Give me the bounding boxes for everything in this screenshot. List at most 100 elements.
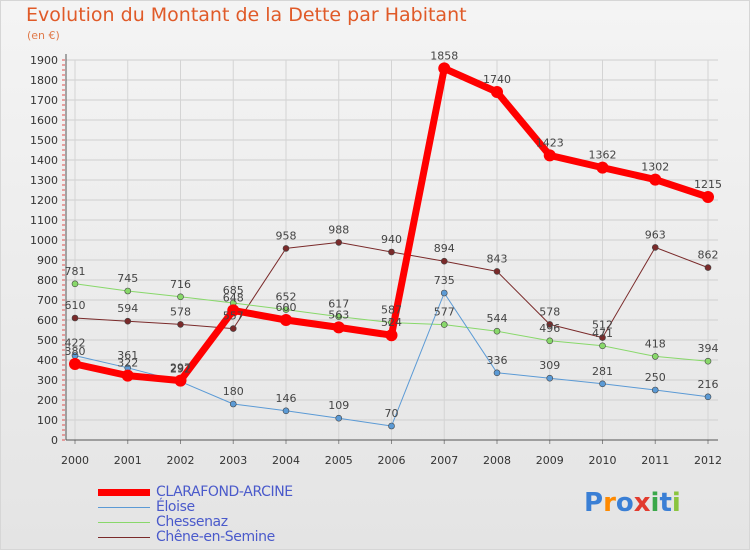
data-label--loise-2007: 735	[434, 274, 455, 287]
data-label-clarafond-arcine-2002: 297	[170, 362, 191, 375]
x-tick-label-2004: 2004	[272, 454, 300, 467]
y-tick-label-1600: 1600	[30, 114, 58, 127]
data-label--loise-2003: 180	[223, 385, 244, 398]
x-tick-label-2012: 2012	[694, 454, 722, 467]
point-clarafond-arcine-2005	[332, 321, 345, 334]
legend-label-chene: Chêne-en-Semine	[156, 529, 275, 545]
data-label-clarafond-arcine-2012: 1215	[694, 178, 722, 191]
point-chessenaz-2007	[440, 321, 448, 328]
y-tick-label-1700: 1700	[30, 94, 58, 107]
point-ch-ne-en-semine-2003	[229, 325, 237, 332]
point-chessenaz-2009	[546, 337, 554, 345]
y-tick-label-100: 100	[37, 414, 58, 427]
y-tick-label-400: 400	[37, 354, 58, 367]
proxiti-logo: Proxiti	[584, 488, 681, 518]
point-clarafond-arcine-2008	[491, 86, 503, 98]
point-clarafond-arcine-2007	[438, 62, 451, 75]
data-label-layer: 610 594 578 557 958 988 940 894 843 578 512 963 862 7…	[65, 49, 723, 420]
point-clarafond-arcine-2011	[649, 173, 662, 186]
data-label-ch-ne-en-semine-2001: 594	[117, 302, 138, 315]
data-label-ch-ne-en-semine-2007: 894	[434, 242, 455, 255]
y-tick-label-700: 700	[37, 294, 58, 307]
data-label-ch-ne-en-semine-2010: 512	[592, 319, 613, 332]
point-chessenaz-2011	[651, 353, 659, 360]
axes-layer: 0 100 200 300 400 500 600 700 800 900 1000 1100 1200…	[30, 54, 722, 467]
data-label-chessenaz-2002: 716	[170, 278, 191, 291]
point-ch-ne-en-semine-2006	[388, 248, 395, 256]
y-tick-label-1300: 1300	[30, 174, 58, 187]
data-label-ch-ne-en-semine-2006: 940	[381, 233, 402, 246]
point--loise-2006	[388, 422, 395, 430]
point-ch-ne-en-semine-2011	[651, 244, 659, 251]
data-label-clarafond-arcine-2009: 1423	[536, 136, 564, 149]
logo-letter: i	[650, 488, 660, 518]
data-label-chessenaz-2012: 394	[698, 342, 719, 355]
data-label-chessenaz-2009: 496	[539, 322, 560, 335]
data-label-chessenaz-2010: 471	[592, 327, 613, 340]
point-clarafond-arcine-2004	[280, 314, 292, 326]
point-clarafond-arcine-2000	[69, 358, 81, 370]
legend-label-chessenaz: Chessenaz	[156, 514, 228, 530]
chart-unit-label: (en €)	[27, 29, 60, 42]
point--loise-2007	[440, 289, 448, 297]
point-ch-ne-en-semine-2010	[599, 334, 606, 341]
logo-letter: x	[633, 488, 651, 518]
point-ch-ne-en-semine-2005	[335, 239, 343, 246]
series-layer	[69, 62, 714, 430]
data-label-ch-ne-en-semine-2009: 578	[539, 305, 560, 318]
data-label-chessenaz-2006: 587	[381, 304, 402, 317]
grid-layer	[66, 59, 718, 440]
point-chessenaz-2008	[493, 327, 501, 335]
data-label-chessenaz-2011: 418	[645, 337, 666, 350]
data-label-chessenaz-2004: 652	[276, 291, 297, 304]
point--loise-2009	[546, 374, 554, 382]
x-tick-label-2002: 2002	[167, 454, 195, 467]
y-tick-label-0: 0	[51, 434, 58, 447]
data-label-chessenaz-2001: 745	[117, 272, 138, 285]
point-ch-ne-en-semine-2007	[440, 257, 448, 265]
x-tick-label-2010: 2010	[589, 454, 617, 467]
data-label-ch-ne-en-semine-2004: 958	[276, 229, 297, 242]
point-chessenaz-2000	[71, 280, 79, 288]
data-label-ch-ne-en-semine-2011: 963	[645, 228, 666, 241]
data-label-ch-ne-en-semine-2008: 843	[487, 252, 508, 265]
data-label-chessenaz-2003: 685	[223, 284, 244, 297]
point-ch-ne-en-semine-2008	[493, 268, 501, 275]
data-label-chessenaz-2007: 577	[434, 306, 455, 319]
y-tick-label-1000: 1000	[30, 234, 58, 247]
point-ch-ne-en-semine-2002	[177, 321, 184, 328]
data-label-ch-ne-en-semine-2003: 557	[223, 310, 244, 323]
legend-swatch-eloise	[98, 507, 150, 508]
point-chessenaz-2005	[335, 313, 343, 320]
data-label-clarafond-arcine-2004: 600	[276, 301, 297, 314]
data-label--loise-2008: 336	[487, 354, 508, 367]
point-chessenaz-2001	[124, 287, 132, 295]
chart-title: Evolution du Montant de la Dette par Hab…	[26, 4, 467, 26]
point-ch-ne-en-semine-2009	[546, 321, 554, 328]
data-label-ch-ne-en-semine-2000: 610	[65, 299, 86, 312]
y-tick-label-600: 600	[37, 314, 58, 327]
x-tick-label-2005: 2005	[325, 454, 353, 467]
logo-letter: i	[671, 488, 681, 518]
point-chessenaz-2010	[599, 342, 606, 350]
point-clarafond-arcine-2002	[174, 374, 187, 387]
point--loise-2003	[229, 400, 237, 408]
x-tick-label-2003: 2003	[219, 454, 247, 467]
data-label-clarafond-arcine-2000: 380	[65, 345, 86, 358]
data-label-chessenaz-2005: 617	[328, 298, 349, 311]
data-label--loise-2011: 250	[645, 371, 666, 384]
point--loise-2012	[704, 393, 712, 401]
y-tick-label-1800: 1800	[30, 74, 58, 87]
data-label-chessenaz-2000: 781	[65, 265, 86, 278]
y-tick-label-300: 300	[37, 374, 58, 387]
legend-label-clarafond: CLARAFOND-ARCINE	[156, 484, 293, 500]
data-label-ch-ne-en-semine-2012: 862	[698, 249, 719, 262]
data-label-clarafond-arcine-2008: 1740	[483, 73, 511, 86]
data-label-clarafond-arcine-2006: 524	[381, 316, 402, 329]
x-tick-label-2009: 2009	[536, 454, 564, 467]
data-label-ch-ne-en-semine-2002: 578	[170, 305, 191, 318]
point-clarafond-arcine-2012	[702, 191, 714, 203]
point-chessenaz-2004	[282, 306, 290, 313]
data-label--loise-2004: 146	[276, 392, 297, 405]
